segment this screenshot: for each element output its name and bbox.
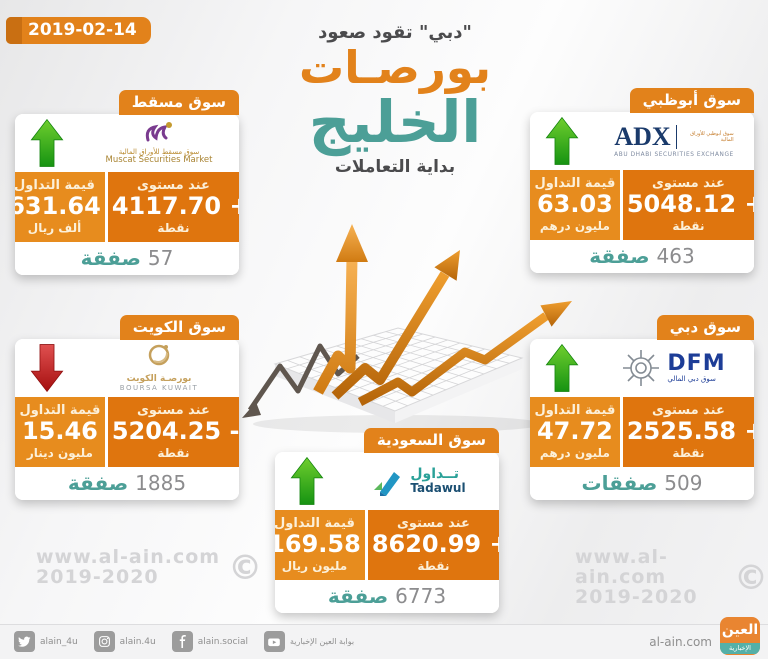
adx-logo: ADX سوق أبوظبي للأوراق المالية ABU DHABI… bbox=[614, 122, 734, 159]
deals-row: 463 صفقة bbox=[530, 239, 754, 273]
market-card-abudhabi: سوق أبوظبي ADX سوق أبوظبي للأوراق المالي… bbox=[530, 88, 754, 273]
level-panel: عند مستوى 2525.58 + نقطة bbox=[622, 397, 754, 467]
watermark-url: www.al-ain.com bbox=[36, 546, 221, 569]
alain-news-logo: العين الإخبارية bbox=[720, 617, 760, 655]
date-badge: 2019-02-14 bbox=[6, 17, 151, 44]
deals-row: 6773 صفقة bbox=[275, 579, 499, 613]
footer-bar: alain_4u alain.4u alain.social bbox=[0, 624, 768, 659]
value-panel: قيمة التداول 631.64 ألف ريال bbox=[15, 172, 105, 242]
index-level: 5048.12 + bbox=[626, 190, 754, 218]
market-card-saudi: سوق السعودية تــد bbox=[275, 428, 499, 613]
market-card-dubai: سوق دبي bbox=[530, 315, 754, 500]
title-bourses: بورصـات bbox=[299, 41, 491, 94]
trading-value: 631.64 bbox=[15, 192, 101, 220]
level-panel: عند مستوى 5204.25 - نقطة bbox=[107, 397, 239, 467]
deals-row: 509 صفقات bbox=[530, 466, 754, 500]
watermark-years: 2019-2020 bbox=[575, 585, 698, 608]
market-card-muscat: سوق مسقط سوق مسقط ل bbox=[15, 90, 239, 275]
copyright-icon: © bbox=[734, 557, 768, 598]
watermark-url: www.al-ain.com bbox=[575, 546, 668, 588]
market-tab-kuwait: سوق الكويت bbox=[119, 315, 239, 340]
trading-value: 169.58 bbox=[275, 530, 361, 558]
value-panel: قيمة التداول 47.72 مليون درهم bbox=[530, 397, 620, 467]
up-arrow-icon bbox=[530, 116, 594, 166]
headline-top: "دبي" تقود صعود bbox=[318, 22, 472, 43]
value-panel: قيمة التداول 63.03 مليون درهم bbox=[530, 170, 620, 240]
boursa-kuwait-logo: بورصـة الكويت BOURSA KUWAIT bbox=[79, 343, 239, 392]
market-tab-saudi: سوق السعودية bbox=[363, 428, 499, 453]
deals-row: 1885 صفقة bbox=[15, 466, 239, 500]
trading-value: 47.72 bbox=[536, 417, 613, 445]
muscat-securities-market-logo: سوق مسقط للأوراق المالية Muscat Securiti… bbox=[79, 120, 239, 166]
index-level: 5204.25 - bbox=[111, 417, 239, 445]
watermark-years: 2019-2020 bbox=[36, 566, 159, 588]
social-instagram[interactable]: alain.4u bbox=[93, 631, 156, 652]
boursa-kuwait-coin-icon bbox=[148, 345, 170, 366]
up-arrow-icon bbox=[275, 456, 339, 506]
youtube-icon bbox=[263, 631, 285, 652]
trading-value: 63.03 bbox=[536, 190, 613, 218]
up-arrow-icon bbox=[530, 343, 594, 393]
market-growth-illustration bbox=[242, 224, 572, 433]
index-level: 8620.99 + bbox=[371, 530, 499, 558]
market-tab-muscat: سوق مسقط bbox=[118, 90, 239, 115]
trading-value: 15.46 bbox=[21, 417, 98, 445]
tadawul-logo: تــداول Tadawul bbox=[339, 466, 499, 496]
dfm-rosette-icon bbox=[623, 350, 660, 386]
main-title-block: "دبي" تقود صعود بورصـات الخليج بداية الت… bbox=[262, 22, 528, 177]
level-panel: عند مستوى 8620.99 + نقطة bbox=[367, 510, 499, 580]
up-arrow-icon bbox=[15, 118, 79, 168]
market-card-kuwait: سوق الكويت bbox=[15, 315, 239, 500]
date-text: 2019-02-14 bbox=[28, 20, 137, 40]
social-row: alain_4u alain.4u alain.social bbox=[14, 631, 354, 652]
social-facebook[interactable]: alain.social bbox=[171, 631, 248, 652]
deals-row: 57 صفقة bbox=[15, 241, 239, 275]
title-gulf: الخليج bbox=[308, 88, 482, 157]
down-arrow-icon bbox=[15, 343, 79, 393]
index-level: 4117.70 + bbox=[111, 192, 239, 220]
watermark-right: © www.al-ain.com 2019-2020 bbox=[575, 546, 768, 608]
social-youtube[interactable]: بوابة العين الإخبارية bbox=[263, 631, 354, 652]
twitter-icon bbox=[14, 631, 35, 652]
dfm-logo: DFM سوق دبي المالي bbox=[594, 349, 754, 387]
market-tab-abudhabi: سوق أبوظبي bbox=[629, 88, 754, 113]
level-panel: عند مستوى 5048.12 + نقطة bbox=[622, 170, 754, 240]
level-panel: عند مستوى 4117.70 + نقطة bbox=[107, 172, 239, 242]
market-tab-dubai: سوق دبي bbox=[656, 315, 754, 340]
index-level: 2525.58 + bbox=[626, 417, 754, 445]
headline-bottom: بداية التعاملات bbox=[334, 157, 456, 178]
copyright-icon: © bbox=[228, 548, 263, 588]
value-panel: قيمة التداول 15.46 مليون دينار bbox=[15, 397, 105, 467]
facebook-icon bbox=[171, 631, 193, 652]
value-panel: قيمة التداول 169.58 مليون ريال bbox=[275, 510, 365, 580]
watermark-left: © www.al-ain.com 2019-2020 bbox=[36, 546, 263, 588]
tadawul-arrow-icon bbox=[374, 472, 401, 496]
site-url[interactable]: al-ain.com bbox=[649, 635, 712, 649]
instagram-icon bbox=[93, 631, 115, 652]
social-twitter[interactable]: alain_4u bbox=[14, 631, 78, 652]
msm-swirl-icon bbox=[145, 121, 172, 142]
